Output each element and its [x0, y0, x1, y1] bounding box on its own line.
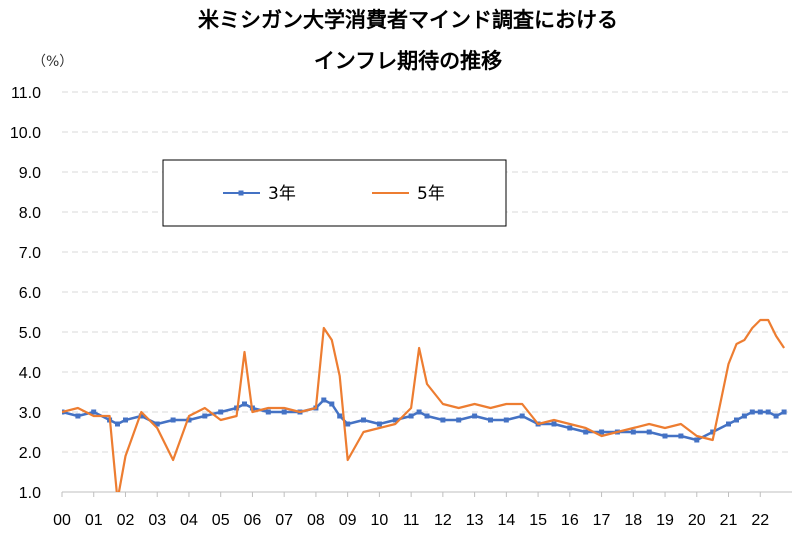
x-tick-label: 13 — [466, 512, 484, 529]
data-point — [154, 421, 160, 427]
x-tick-label: 20 — [688, 512, 706, 529]
data-point — [503, 417, 509, 423]
y-tick-label: 10.0 — [10, 125, 41, 142]
x-tick-label: 12 — [434, 512, 452, 529]
data-point — [408, 413, 414, 419]
x-tick-label: 17 — [593, 512, 611, 529]
x-tick-label: 10 — [370, 512, 388, 529]
data-point — [456, 417, 462, 423]
x-axis-tick-labels: 00 01 02 03 04 05 06 07 08 09 10 11 12 13 14 15 16 17 18 19… — [53, 492, 769, 529]
legend: 3年 5年 — [162, 159, 507, 227]
x-tick-label: 11 — [403, 512, 420, 529]
y-axis-unit-label: （%） — [32, 54, 73, 70]
x-tick-label: 00 — [53, 512, 71, 529]
data-point — [345, 421, 351, 427]
legend-box — [162, 159, 507, 227]
data-point — [726, 421, 731, 427]
y-tick-label: 1.0 — [19, 485, 41, 502]
data-point — [741, 413, 747, 419]
x-tick-label: 02 — [117, 512, 135, 529]
data-point — [773, 413, 779, 419]
data-point — [757, 409, 763, 415]
data-point — [765, 409, 771, 415]
series-line — [62, 398, 785, 442]
data-point — [440, 417, 446, 423]
y-tick-label: 8.0 — [19, 205, 41, 222]
data-point — [749, 409, 755, 415]
data-point — [218, 409, 224, 415]
y-tick-label: 7.0 — [19, 245, 41, 262]
series-line — [62, 318, 786, 492]
data-point — [170, 417, 176, 423]
data-point — [416, 409, 422, 415]
data-point — [123, 417, 128, 423]
x-tick-label: 19 — [656, 512, 674, 529]
data-point — [583, 429, 589, 435]
chart-title-line-1: 米ミシガン大学消費者マインド調査における — [198, 8, 618, 32]
data-point — [202, 413, 208, 419]
x-tick-label: 09 — [339, 512, 357, 529]
y-tick-label: 4.0 — [19, 365, 41, 382]
data-point — [567, 425, 573, 431]
series-3y — [62, 397, 787, 443]
data-point — [376, 421, 382, 427]
x-tick-label: 06 — [244, 512, 262, 529]
data-point — [599, 429, 605, 435]
legend-label-3y: 3年 — [268, 184, 296, 204]
x-tick-label: 07 — [275, 512, 293, 529]
x-tick-label: 14 — [497, 512, 515, 529]
x-tick-label: 21 — [720, 512, 738, 529]
x-tick-label: 05 — [212, 512, 230, 529]
y-tick-label: 3.0 — [19, 405, 41, 422]
data-point — [115, 421, 120, 427]
data-point — [361, 417, 366, 423]
x-tick-label: 01 — [85, 512, 103, 529]
y-tick-label: 5.0 — [19, 325, 41, 342]
legend-marker-3y — [238, 190, 244, 196]
data-point — [662, 433, 668, 439]
x-tick-label: 22 — [751, 512, 769, 529]
y-axis-tick-labels: 1.0 2.0 3.0 4.0 5.0 6.0 7.0 8.0 9.0 10.0 11.0 — [10, 85, 41, 502]
data-point — [424, 413, 430, 419]
data-point — [91, 409, 97, 415]
x-tick-label: 18 — [624, 512, 642, 529]
y-tick-label: 2.0 — [19, 445, 41, 462]
x-tick-label: 16 — [561, 512, 579, 529]
x-tick-label: 08 — [307, 512, 325, 529]
legend-label-5y: 5年 — [417, 184, 445, 204]
data-point — [265, 409, 271, 415]
data-point — [551, 421, 557, 427]
data-point — [242, 401, 247, 407]
x-tick-label: 15 — [529, 512, 547, 529]
data-point — [646, 429, 652, 435]
data-point — [321, 397, 327, 403]
data-point — [734, 417, 739, 423]
data-point — [694, 437, 700, 443]
data-point — [138, 413, 144, 419]
grid-lines — [62, 91, 792, 453]
series-layer — [62, 318, 787, 492]
data-point — [678, 433, 684, 439]
data-point — [781, 409, 787, 415]
x-tick-label: 04 — [180, 512, 198, 529]
data-point — [337, 413, 343, 419]
y-tick-label: 6.0 — [19, 285, 41, 302]
x-tick-label: 03 — [148, 512, 166, 529]
data-point — [281, 409, 287, 415]
data-point — [186, 417, 192, 423]
chart-title-line-2: インフレ期待の推移 — [314, 49, 502, 73]
data-point — [75, 413, 81, 419]
y-tick-label: 11.0 — [11, 85, 41, 102]
data-point — [710, 429, 716, 435]
data-point — [472, 413, 478, 419]
data-point — [488, 417, 493, 423]
data-point — [630, 429, 636, 435]
data-point — [392, 417, 398, 423]
y-tick-label: 9.0 — [19, 165, 41, 182]
data-point — [519, 413, 525, 419]
series-5y — [62, 318, 786, 492]
data-point — [329, 401, 335, 407]
